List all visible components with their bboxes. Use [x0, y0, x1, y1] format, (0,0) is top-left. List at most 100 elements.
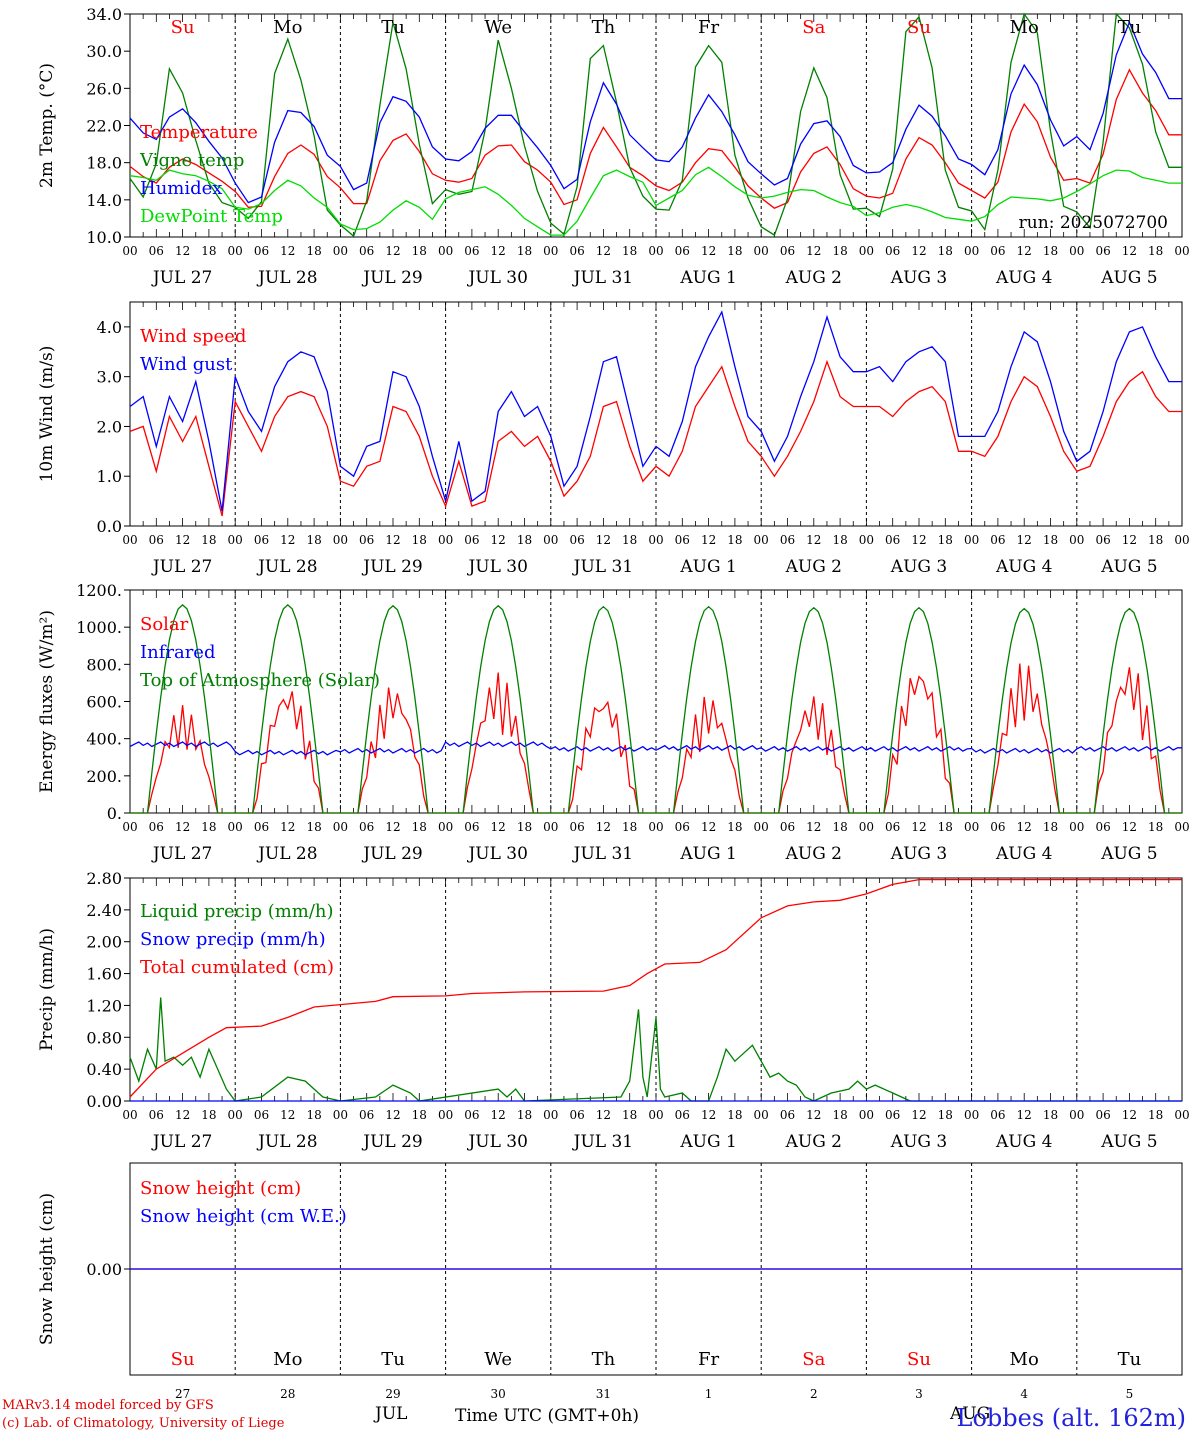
hour-tick-label: 12: [596, 533, 611, 547]
hour-tick-label: 12: [385, 533, 400, 547]
hour-tick-label: 00: [754, 820, 769, 834]
hour-tick-label: 06: [359, 820, 374, 834]
date-label: AUG 3: [890, 557, 947, 577]
hour-tick-label: 06: [464, 244, 479, 258]
hour-tick-label: 06: [569, 244, 584, 258]
footer-day-number: 31: [596, 1387, 611, 1401]
hour-tick-label: 00: [964, 1108, 979, 1122]
credit-lab: (c) Lab. of Climatology, University of L…: [2, 1416, 285, 1431]
hour-tick-label: 00: [228, 1108, 243, 1122]
hour-tick-label: 00: [754, 244, 769, 258]
hour-tick-label: 18: [622, 820, 637, 834]
hour-tick-label: 18: [1148, 820, 1163, 834]
hour-tick-label: 18: [832, 533, 847, 547]
hour-tick-label: 12: [701, 820, 716, 834]
footer-day-number: 30: [491, 1387, 506, 1401]
hour-tick-label: 00: [1069, 820, 1084, 834]
hour-tick-label: 06: [675, 533, 690, 547]
site-label: Lobbes (alt. 162m): [956, 1404, 1186, 1432]
footer-day-number: 5: [1126, 1387, 1134, 1401]
hour-tick-label: 06: [569, 533, 584, 547]
hour-tick-label: 12: [806, 820, 821, 834]
hour-tick-label: 00: [859, 533, 874, 547]
footer-day-number: 1: [705, 1387, 713, 1401]
hour-tick-label: 18: [517, 244, 532, 258]
footer-day-number: 4: [1020, 1387, 1028, 1401]
hour-tick-label: 18: [412, 533, 427, 547]
y-tick-label: 26.0: [86, 79, 122, 98]
date-label: JUL 31: [572, 1132, 633, 1152]
hour-tick-label: 18: [306, 244, 321, 258]
hour-tick-label: 12: [175, 533, 190, 547]
hour-tick-label: 00: [543, 244, 558, 258]
y-tick-label: 34.0: [86, 5, 122, 24]
hour-tick-label: 00: [438, 820, 453, 834]
day-name-footer: Fr: [698, 1349, 719, 1370]
date-label: JUL 31: [572, 844, 633, 864]
hour-tick-label: 06: [990, 533, 1005, 547]
date-label: JUL 31: [572, 268, 633, 288]
hour-tick-label: 18: [727, 1108, 742, 1122]
hour-tick-label: 12: [175, 1108, 190, 1122]
footer-day-number: 27: [175, 1387, 190, 1401]
y-tick-label: 800.: [86, 655, 122, 674]
hour-tick-label: 06: [885, 1108, 900, 1122]
hour-tick-label: 18: [517, 533, 532, 547]
hour-tick-label: 00: [122, 820, 137, 834]
date-label: JUL 29: [361, 1132, 422, 1152]
hour-tick-label: 00: [122, 1108, 137, 1122]
hour-tick-label: 18: [1148, 533, 1163, 547]
hour-tick-label: 00: [1174, 820, 1189, 834]
hour-tick-label: 00: [438, 533, 453, 547]
month-jul-label: JUL: [375, 1404, 408, 1424]
hour-tick-label: 00: [543, 533, 558, 547]
hour-tick-label: 00: [859, 820, 874, 834]
hour-tick-label: 12: [280, 1108, 295, 1122]
hour-tick-label: 00: [122, 533, 137, 547]
hour-tick-label: 06: [464, 1108, 479, 1122]
hour-tick-label: 12: [175, 244, 190, 258]
hour-tick-label: 06: [675, 1108, 690, 1122]
footer-day-number: 3: [915, 1387, 923, 1401]
y-tick-label: 2.40: [86, 901, 122, 920]
hour-tick-label: 12: [911, 1108, 926, 1122]
y-tick-label: 1.60: [86, 965, 122, 984]
hour-tick-label: 00: [859, 244, 874, 258]
hour-tick-label: 18: [1148, 1108, 1163, 1122]
date-label: AUG 4: [995, 557, 1052, 577]
hour-tick-label: 06: [780, 244, 795, 258]
day-name-footer: We: [484, 1349, 512, 1370]
date-label: JUL 30: [466, 844, 527, 864]
legend-wind-gust: Wind gust: [140, 354, 233, 375]
hour-tick-label: 00: [1069, 244, 1084, 258]
legend-snow-height-cm-: Snow height (cm): [140, 1178, 301, 1199]
day-name: Th: [592, 17, 616, 38]
hour-tick-label: 12: [596, 244, 611, 258]
legend-vigne-temp: Vigne temp: [139, 150, 244, 171]
hour-tick-label: 06: [254, 244, 269, 258]
series-line-top-of-atmosphere-solar-: [130, 604, 1182, 814]
hour-tick-label: 18: [622, 1108, 637, 1122]
hour-tick-label: 18: [412, 244, 427, 258]
hour-tick-label: 06: [464, 820, 479, 834]
day-name-footer: Su: [171, 1349, 195, 1370]
y-axis-label: 2m Temp. (°C): [37, 63, 57, 188]
y-tick-label: 0.40: [86, 1060, 122, 1079]
date-label: JUL 27: [151, 1132, 212, 1152]
hour-tick-label: 00: [228, 533, 243, 547]
hour-tick-label: 00: [859, 1108, 874, 1122]
hour-tick-label: 18: [727, 533, 742, 547]
day-name: Su: [907, 17, 931, 38]
hour-tick-label: 06: [254, 820, 269, 834]
hour-tick-label: 06: [254, 533, 269, 547]
hour-tick-label: 00: [1174, 244, 1189, 258]
hour-tick-label: 06: [885, 820, 900, 834]
day-name-footer: Mo: [1010, 1349, 1039, 1370]
y-tick-label: 4.0: [97, 318, 122, 337]
hour-tick-label: 12: [280, 820, 295, 834]
hour-tick-label: 12: [911, 244, 926, 258]
date-label: AUG 1: [679, 557, 736, 577]
date-label: JUL 30: [466, 557, 527, 577]
legend-temperature: Temperature: [140, 122, 258, 143]
hour-tick-label: 18: [306, 1108, 321, 1122]
